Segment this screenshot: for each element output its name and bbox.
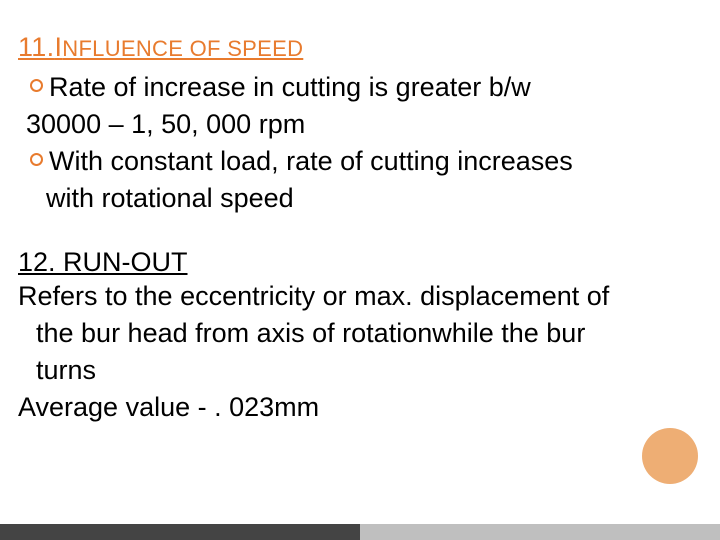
bullet-item: With constant load, rate of cutting incr… bbox=[18, 145, 702, 178]
circle-decoration bbox=[642, 428, 698, 484]
bullet-icon bbox=[30, 153, 43, 166]
paragraph-line: turns bbox=[18, 354, 702, 387]
section-12-heading: 12. RUN-OUT bbox=[18, 247, 702, 278]
bullet-continuation: with rotational speed bbox=[18, 182, 702, 215]
heading-number: 11. bbox=[18, 32, 54, 62]
bullet-text: With constant load, rate of cutting incr… bbox=[49, 145, 573, 178]
heading-smallcaps: NFLUENCE OF SPEED bbox=[62, 36, 303, 61]
bullet-text: Rate of increase in cutting is greater b… bbox=[49, 71, 531, 104]
bar-segment-light bbox=[360, 524, 720, 540]
slide: 11.INFLUENCE OF SPEED Rate of increase i… bbox=[0, 0, 720, 540]
paragraph-line: Refers to the eccentricity or max. displ… bbox=[18, 280, 702, 313]
bottom-bar bbox=[0, 524, 720, 540]
bullet-continuation: 30000 – 1, 50, 000 rpm bbox=[18, 108, 702, 141]
spacer bbox=[18, 219, 702, 247]
bar-segment-dark bbox=[0, 524, 360, 540]
paragraph-line: the bur head from axis of rotationwhile … bbox=[18, 317, 702, 350]
bullet-item: Rate of increase in cutting is greater b… bbox=[18, 71, 702, 104]
average-value-line: Average value - . 023mm bbox=[18, 391, 702, 424]
bullet-icon bbox=[30, 79, 43, 92]
section-11-heading: 11.INFLUENCE OF SPEED bbox=[18, 32, 702, 63]
